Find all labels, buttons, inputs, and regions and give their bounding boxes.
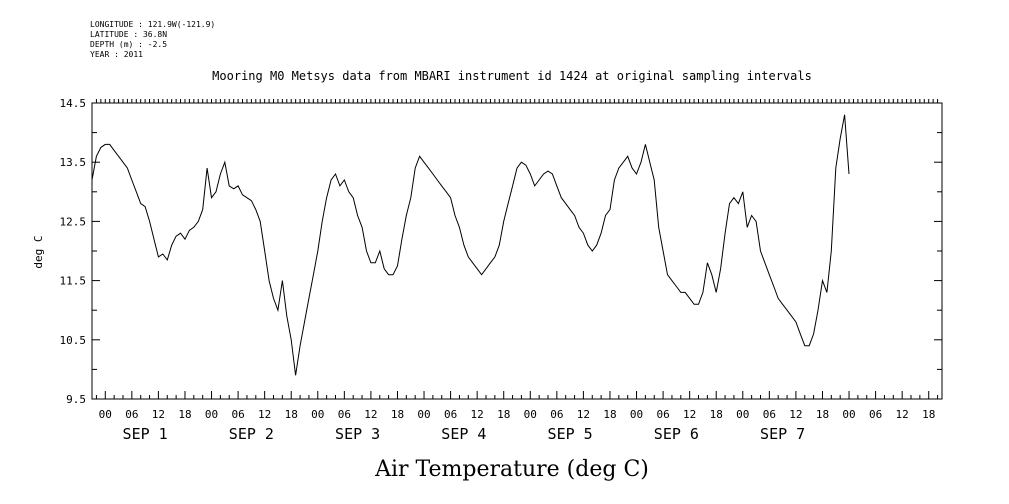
x-hour-label: 12 [364, 408, 377, 421]
x-hour-label: 00 [842, 408, 855, 421]
y-axis: 9.5 10.5 11.5 12.5 13.5 14.5 [60, 97, 942, 406]
y-tick-label: 11.5 [60, 275, 87, 288]
x-hour-label: 00 [736, 408, 749, 421]
x-day-label: SEP 2 [229, 425, 274, 443]
y-tick-label: 13.5 [60, 156, 87, 169]
x-hour-label: 00 [524, 408, 537, 421]
x-hour-label: 06 [763, 408, 776, 421]
x-hour-label: 00 [205, 408, 218, 421]
x-hour-label: 18 [603, 408, 616, 421]
x-hour-label: 18 [497, 408, 510, 421]
chart-title: Mooring M0 Metsys data from MBARI instru… [212, 69, 812, 83]
x-day-label: SEP 4 [441, 425, 486, 443]
x-hour-label: 00 [417, 408, 430, 421]
x-day-label: SEP 7 [760, 425, 805, 443]
x-hour-label: 12 [789, 408, 802, 421]
x-hour-label: 06 [125, 408, 138, 421]
x-hour-label: 12 [577, 408, 590, 421]
x-hour-label: 12 [471, 408, 484, 421]
x-day-label: SEP 6 [654, 425, 699, 443]
latitude-label: LATITUDE : 36.8N [90, 30, 168, 39]
x-hour-label: 18 [922, 408, 935, 421]
metadata-block: LONGITUDE : 121.9W(-121.9) LATITUDE : 36… [90, 20, 215, 60]
x-hour-label: 00 [311, 408, 324, 421]
depth-label: DEPTH (m) : -2.5 [90, 40, 168, 49]
x-axis-label: Air Temperature (deg C) [374, 457, 649, 482]
y-axis-label: deg C [32, 235, 45, 268]
x-hour-label: 06 [550, 408, 563, 421]
longitude-label: LONGITUDE : 121.9W(-121.9) [90, 20, 216, 29]
x-hour-label: 00 [99, 408, 112, 421]
x-hour-label: 06 [869, 408, 882, 421]
x-hour-label: 12 [258, 408, 271, 421]
x-day-label: SEP 1 [123, 425, 168, 443]
x-hour-label: 06 [444, 408, 457, 421]
x-hour-label: 06 [231, 408, 244, 421]
y-tick-label: 9.5 [66, 393, 86, 406]
x-hour-label: 06 [656, 408, 669, 421]
x-hour-label: 12 [152, 408, 165, 421]
y-tick-label: 12.5 [60, 215, 87, 228]
x-hour-label: 06 [338, 408, 351, 421]
x-axis: 00 06 12 18 00 06 12 18 00 06 12 18 00 06 12 18 00 06 12 18… [95, 99, 939, 443]
x-hour-label: 18 [391, 408, 404, 421]
x-hour-label: 18 [710, 408, 723, 421]
x-hour-label: 00 [630, 408, 643, 421]
x-hour-label: 18 [178, 408, 191, 421]
plot-frame [91, 102, 943, 400]
series-line [91, 114, 850, 376]
x-hour-label: 12 [683, 408, 696, 421]
y-tick-label: 10.5 [60, 334, 87, 347]
year-label: YEAR : 2011 [90, 50, 143, 59]
x-hour-label: 18 [285, 408, 298, 421]
x-hour-label: 12 [896, 408, 909, 421]
x-hour-label: 18 [816, 408, 829, 421]
y-tick-label: 14.5 [60, 97, 87, 110]
x-day-label: SEP 5 [548, 425, 593, 443]
x-day-label: SEP 3 [335, 425, 380, 443]
